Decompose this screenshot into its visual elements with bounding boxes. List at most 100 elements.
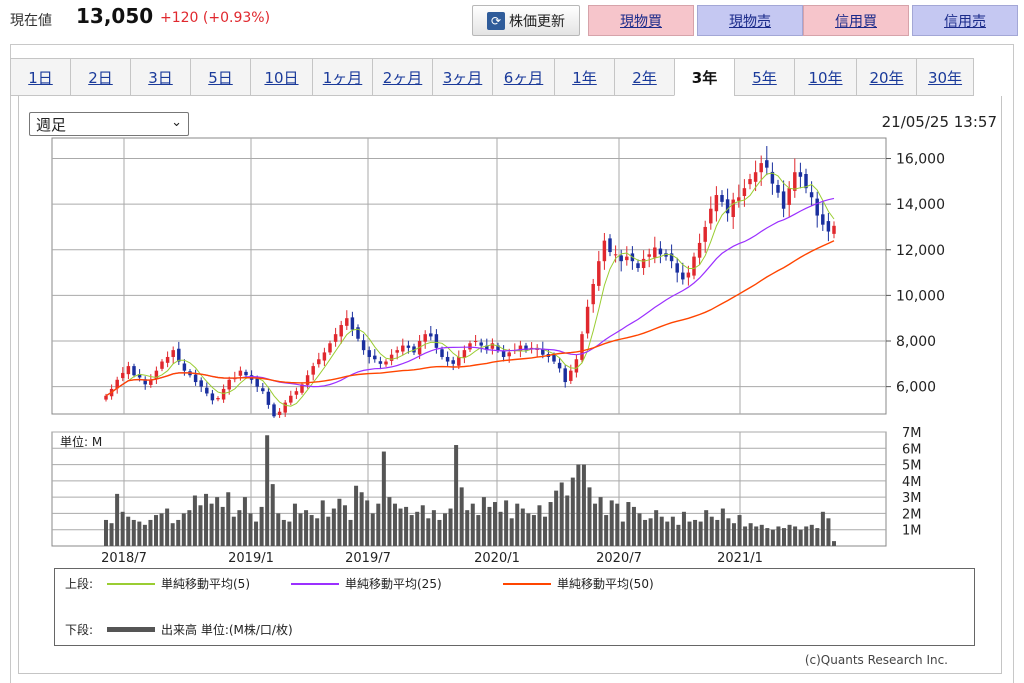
- legend-ma5: 単純移動平均(5): [107, 575, 250, 592]
- volume-bar: [681, 511, 686, 546]
- tab-4[interactable]: 10日: [250, 58, 312, 96]
- tab-1[interactable]: 2日: [70, 58, 130, 96]
- tab-7[interactable]: 3ヶ月: [432, 58, 492, 96]
- genbutsu-buy-button[interactable]: 現物買: [588, 5, 694, 36]
- candle-body: [345, 318, 349, 326]
- candle-body: [681, 272, 685, 280]
- volume-bar: [570, 477, 575, 546]
- volume-bar: [209, 503, 214, 546]
- margin-sell-button[interactable]: 信用売: [912, 5, 1018, 36]
- candle-body: [227, 379, 231, 390]
- candle-body: [585, 306, 590, 334]
- volume-bar: [531, 515, 536, 546]
- candle-body: [619, 255, 623, 262]
- volume-bar: [276, 513, 281, 546]
- period-select[interactable]: 週足 ⌄: [29, 112, 189, 136]
- volume-bar: [515, 503, 520, 546]
- legend-ma25-label: 単純移動平均(25): [345, 577, 442, 591]
- candle-body: [591, 283, 595, 305]
- volume-bar: [142, 524, 147, 546]
- volume-bar: [226, 492, 231, 546]
- candle-body: [787, 188, 791, 205]
- candle-body: [804, 174, 808, 189]
- candle-body: [737, 197, 741, 201]
- volume-bar: [298, 513, 303, 546]
- volume-tick-label: 5M: [902, 459, 922, 474]
- candle-body: [524, 345, 528, 351]
- volume-bar: [331, 508, 336, 546]
- tab-11[interactable]: 3年: [674, 58, 734, 96]
- refresh-price-button[interactable]: ⟳ 株価更新: [472, 5, 580, 36]
- tab-12[interactable]: 5年: [734, 58, 794, 96]
- refresh-icon: ⟳: [487, 11, 505, 30]
- current-price: 13,050: [76, 4, 154, 28]
- price-tick-label: 16,000: [896, 152, 945, 168]
- volume-bar: [487, 506, 492, 546]
- tab-13[interactable]: 10年: [794, 58, 856, 96]
- volume-bar: [826, 518, 831, 546]
- candle-body: [333, 334, 338, 342]
- volume-bar: [204, 493, 209, 546]
- volume-bar: [103, 519, 109, 546]
- tab-9[interactable]: 1年: [554, 58, 614, 96]
- candle-body: [305, 375, 310, 385]
- volume-bar: [326, 516, 331, 546]
- tab-5[interactable]: 1ヶ月: [312, 58, 372, 96]
- candle-body: [725, 199, 730, 214]
- candle-body: [289, 395, 293, 403]
- genbutsu-sell-button[interactable]: 現物売: [697, 5, 803, 36]
- volume-bar: [370, 513, 375, 546]
- volume-bar: [687, 521, 692, 546]
- volume-bar: [526, 513, 531, 546]
- x-tick-label: 2019/7: [345, 551, 391, 566]
- volume-bar: [659, 516, 664, 546]
- margin-buy-button[interactable]: 信用買: [803, 5, 909, 36]
- chart-timestamp: 21/05/25 13:57: [881, 113, 997, 131]
- tab-0[interactable]: 1日: [10, 58, 70, 96]
- chart-frame: [18, 96, 1002, 674]
- volume-bar: [398, 508, 403, 546]
- candle-body: [115, 379, 119, 389]
- candle-body: [451, 360, 455, 364]
- candle-body: [294, 391, 299, 395]
- candle-body: [686, 272, 691, 278]
- price-tick-label: 10,000: [896, 288, 945, 304]
- volume-bar: [565, 495, 570, 546]
- candle-body: [569, 370, 573, 381]
- candle-body: [815, 198, 819, 216]
- tab-8[interactable]: 6ヶ月: [492, 58, 554, 96]
- candle-body: [277, 411, 282, 415]
- volume-bar: [131, 519, 136, 546]
- volume-bar: [581, 464, 586, 546]
- volume-bar: [448, 508, 453, 546]
- candle-body: [541, 348, 545, 355]
- legend-lower-label: 下段:: [65, 623, 94, 637]
- volume-bar: [504, 500, 509, 546]
- tab-3[interactable]: 5日: [190, 58, 250, 96]
- tab-15[interactable]: 30年: [916, 58, 974, 96]
- price-change: +120 (+0.93%): [160, 10, 271, 26]
- tab-14[interactable]: 20年: [856, 58, 916, 96]
- volume-bar: [359, 492, 364, 546]
- volume-bar: [820, 511, 825, 546]
- volume-bar: [304, 510, 309, 546]
- tab-2[interactable]: 3日: [130, 58, 190, 96]
- volume-bar: [637, 513, 642, 546]
- volume-bar: [415, 511, 420, 546]
- candle-body: [171, 350, 175, 357]
- tab-10[interactable]: 2年: [614, 58, 674, 96]
- volume-bar: [470, 503, 475, 546]
- volume-bar: [148, 519, 153, 546]
- volume-bar: [259, 506, 264, 546]
- volume-bar: [798, 529, 803, 546]
- volume-bar: [815, 528, 820, 546]
- candle-body: [485, 345, 489, 351]
- candle-body: [199, 380, 203, 387]
- candle-body: [216, 398, 220, 400]
- volume-bar: [693, 519, 698, 546]
- volume-bar: [576, 464, 581, 546]
- candle-body: [765, 160, 769, 168]
- tab-6[interactable]: 2ヶ月: [372, 58, 432, 96]
- volume-bar: [554, 490, 559, 546]
- candle-body: [165, 356, 170, 363]
